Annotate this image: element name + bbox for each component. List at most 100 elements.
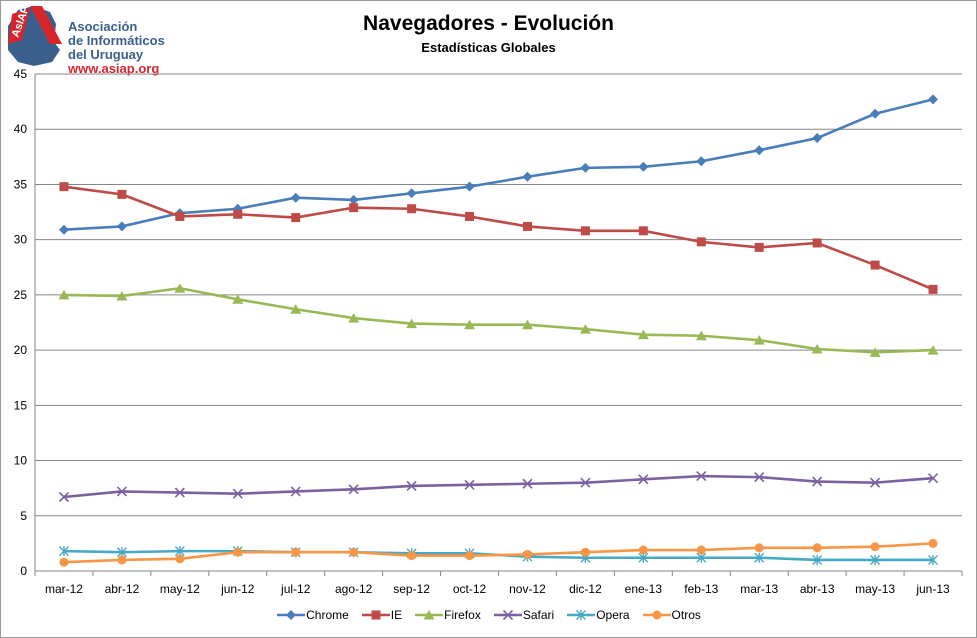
legend-marker-opera [576, 610, 587, 621]
legend-item-ie: IE [361, 607, 402, 622]
data-point-safari [812, 476, 823, 487]
logo-url: www.asiap.org [68, 61, 160, 76]
data-point-firefox [116, 290, 128, 301]
data-point-ie [754, 242, 764, 252]
legend-marker-firefox [423, 610, 435, 620]
x-tick-label: feb-13 [684, 582, 718, 596]
x-tick-label: jun-13 [915, 582, 950, 596]
line-chart: 0 5 10 15 20 25 30 35 40 45 mar-12 abr-12 may-12 jun-… [14, 67, 963, 596]
data-point-safari [290, 486, 301, 497]
data-point-chrome [522, 171, 533, 182]
data-point-chrome [290, 192, 301, 203]
data-point-safari [116, 486, 127, 497]
data-point-otros [928, 538, 938, 548]
data-point-otros [580, 547, 590, 557]
data-point-opera [812, 554, 823, 565]
data-point-otros [59, 557, 69, 567]
data-point-firefox [811, 344, 823, 354]
legend-label-firefox: Firefox [444, 608, 481, 623]
data-point-otros [696, 545, 706, 555]
data-point-firefox [869, 347, 881, 357]
x-tick-label: abr-12 [105, 582, 140, 596]
logo-line-2: de Informáticos [68, 33, 165, 48]
legend-label-safari: Safari [522, 608, 555, 623]
legend-swatch-safari [493, 610, 522, 621]
legend-label-chrome: Chrome [306, 608, 349, 623]
data-point-ie [870, 260, 880, 270]
x-tick-label: sep-12 [393, 582, 430, 596]
data-point-chrome [928, 94, 939, 105]
x-tick-label: jun-12 [220, 582, 255, 596]
data-point-ie [291, 213, 301, 223]
x-tick-label: mar-12 [45, 582, 83, 596]
data-point-opera [58, 546, 69, 557]
y-tick-label: 5 [20, 509, 27, 523]
legend-swatch-otros [642, 610, 671, 620]
data-point-chrome [116, 221, 127, 232]
legend-item-firefox: Firefox [414, 607, 481, 622]
uruguay-map-logo-icon: AsIAP [8, 4, 62, 66]
y-tick-label: 35 [14, 177, 28, 191]
data-point-ie [812, 238, 822, 248]
data-point-chrome [638, 161, 649, 172]
data-point-otros [175, 554, 185, 564]
data-point-otros [638, 545, 648, 555]
legend-label-opera: Opera [596, 608, 630, 623]
data-point-chrome [754, 145, 765, 156]
data-point-ie [117, 189, 127, 199]
data-point-firefox [637, 329, 649, 340]
x-tick-label: oct-12 [453, 582, 487, 596]
x-tick-label: mar-13 [740, 582, 778, 596]
data-point-ie [233, 209, 243, 219]
data-point-ie [696, 237, 706, 247]
data-point-safari [174, 487, 185, 498]
legend-item-opera: Opera [566, 607, 630, 623]
x-tick-label: dic-12 [569, 582, 602, 596]
data-point-otros [812, 543, 822, 553]
x-tick-label: may-13 [855, 582, 895, 596]
chart-legend: Chrome IE Firefox Safari Opera Otros [0, 607, 977, 622]
data-point-otros [754, 543, 764, 553]
data-point-opera [754, 552, 765, 563]
data-point-safari [464, 479, 475, 490]
y-tick-label: 30 [14, 233, 28, 247]
x-tick-label: abr-13 [800, 582, 835, 596]
data-point-firefox [348, 313, 360, 323]
legend-marker-chrome [286, 610, 297, 621]
y-tick-label: 0 [20, 564, 27, 578]
data-point-safari [927, 473, 939, 484]
data-point-firefox [753, 335, 765, 345]
series-line-ie [63, 185, 934, 291]
data-point-safari [58, 491, 70, 503]
y-tick-label: 20 [14, 343, 28, 357]
data-point-firefox [464, 319, 476, 330]
data-point-firefox [174, 283, 186, 293]
y-tick-label: 10 [14, 454, 28, 468]
y-tick-label: 45 [14, 67, 28, 81]
x-tick-label: may-12 [160, 582, 200, 596]
data-point-ie [59, 182, 69, 192]
legend-label-ie: IE [390, 608, 403, 623]
data-point-firefox [406, 318, 418, 329]
legend-label-otros: Otros [671, 608, 701, 623]
series-line-chrome [63, 98, 934, 232]
data-point-ie [175, 211, 185, 221]
legend-swatch-ie [361, 610, 390, 620]
legend-item-otros: Otros [642, 607, 701, 622]
logo-line-3: del Uruguay [68, 47, 144, 62]
data-point-otros [233, 547, 243, 557]
data-point-ie [580, 226, 590, 236]
data-point-ie [349, 203, 359, 213]
data-point-safari [522, 478, 533, 489]
data-point-safari [232, 488, 243, 499]
data-point-chrome [464, 181, 475, 192]
legend-swatch-firefox [415, 610, 444, 620]
data-point-firefox [579, 324, 591, 334]
data-point-otros [870, 542, 880, 552]
data-point-otros [522, 549, 532, 559]
x-tick-label: ago-12 [335, 582, 373, 596]
data-point-opera [928, 554, 939, 565]
logo-line-1: Asociación [68, 19, 138, 34]
y-tick-label: 40 [14, 122, 28, 136]
series-line-safari [63, 474, 934, 499]
